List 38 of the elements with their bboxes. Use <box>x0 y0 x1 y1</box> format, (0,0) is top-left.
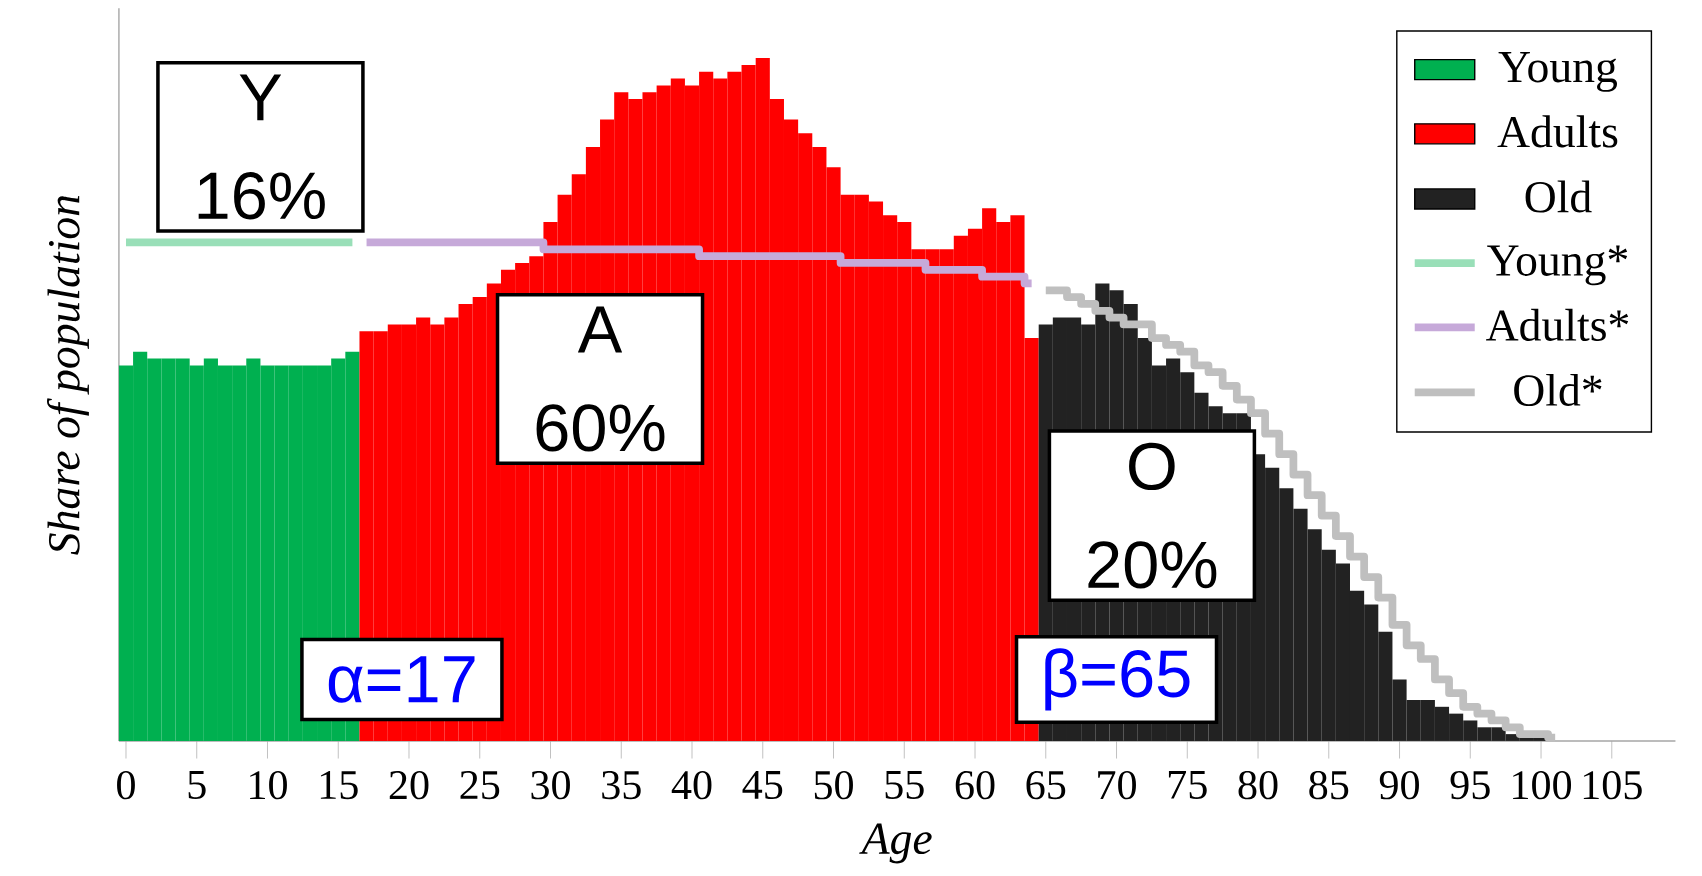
legend-label: Adults <box>1497 115 1618 148</box>
annotation: 60% <box>536 404 665 452</box>
legend-label: Old <box>1525 180 1592 213</box>
x-axis-title: Age <box>859 823 932 864</box>
x-tick-label: 85 <box>1309 770 1349 800</box>
x-tick-label: 25 <box>460 770 500 800</box>
x-tick-label: 45 <box>742 770 783 800</box>
x-tick-label: 30 <box>531 770 570 800</box>
annotation: 16% <box>198 172 325 220</box>
x-tick-label: 20 <box>389 770 429 800</box>
x-tick-label: 65 <box>1026 770 1066 800</box>
x-tick-label: 90 <box>1379 770 1419 800</box>
x-tick-label: 35 <box>602 770 641 800</box>
x-tick-label: 95 <box>1450 770 1490 800</box>
annotation: β=65 <box>1045 648 1190 711</box>
x-tick-label: 15 <box>320 770 358 800</box>
annotation: A <box>577 306 623 353</box>
x-tick-label: 100 <box>1513 770 1572 800</box>
x-tick-label: 40 <box>671 770 712 800</box>
x-tick-label: 5 <box>188 770 206 799</box>
annotation: Y <box>239 74 282 121</box>
legend-label: Young* <box>1487 245 1628 286</box>
legend-label: Young <box>1498 52 1618 92</box>
x-tick-label: 10 <box>250 770 287 800</box>
annotation: α=17 <box>328 656 475 703</box>
x-tick-label: 80 <box>1238 770 1278 800</box>
x-tick-label: 75 <box>1168 770 1207 799</box>
annotation: O <box>1129 442 1175 491</box>
y-axis-title: Share of population <box>47 195 89 555</box>
x-tick-label: 55 <box>885 770 924 799</box>
x-tick-label: 60 <box>955 770 995 800</box>
annotation: 20% <box>1088 541 1217 589</box>
x-tick-label: 105 <box>1583 770 1642 800</box>
x-tick-label: 0 <box>117 770 135 800</box>
legend-label: Adults* <box>1486 308 1629 341</box>
x-tick-label: 70 <box>1098 770 1136 800</box>
legend-label: Old* <box>1514 373 1602 407</box>
x-tick-label: 50 <box>814 770 853 800</box>
